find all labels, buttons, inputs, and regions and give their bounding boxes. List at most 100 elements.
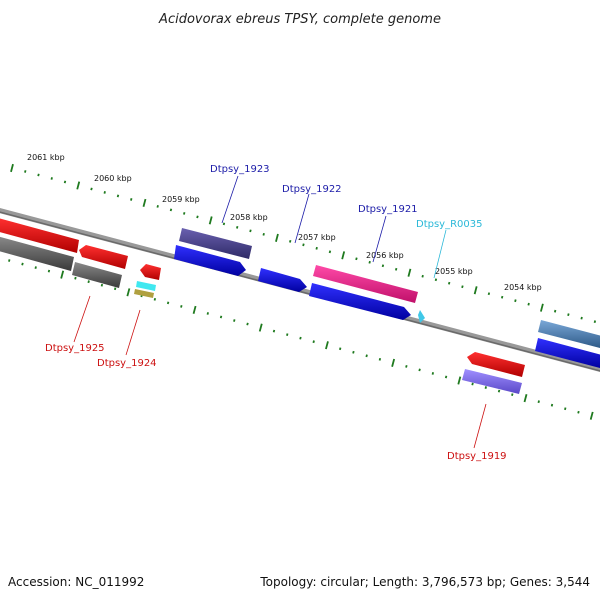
- minor-tick: [500, 295, 504, 299]
- gene-dtpsy-1922[interactable]: [258, 268, 307, 292]
- gene-label-dtpsy-1922[interactable]: Dtpsy_1922: [282, 184, 342, 195]
- topology-text: Topology: circular; Length: 3,796,573 bp…: [259, 575, 590, 589]
- major-tick: [208, 216, 213, 225]
- minor-tick: [418, 368, 421, 372]
- minor-tick: [272, 329, 276, 333]
- minor-tick: [328, 250, 332, 254]
- gene-dtpsy-1919-violet[interactable]: [462, 369, 522, 394]
- minor-tick: [222, 222, 226, 226]
- tick-label: 2057 kbp: [298, 233, 336, 242]
- minor-tick: [286, 333, 289, 337]
- minor-tick: [113, 287, 117, 291]
- gene-dtpsy-1923[interactable]: [179, 228, 252, 259]
- gene-label-dtpsy-1924[interactable]: Dtpsy_1924: [97, 358, 157, 369]
- minor-tick: [219, 315, 223, 319]
- tick-label: 2060 kbp: [94, 174, 132, 183]
- tick-label: 2058 kbp: [230, 213, 268, 222]
- gene-dtpsy-1919[interactable]: [467, 352, 525, 377]
- minor-tick: [339, 347, 342, 351]
- gene-steel-right[interactable]: [538, 320, 600, 348]
- minor-tick: [461, 285, 464, 289]
- gene-dtpsy-1921-cds[interactable]: [309, 283, 411, 320]
- minor-tick: [37, 173, 40, 177]
- minor-tick: [352, 350, 355, 354]
- tick-label: 2056 kbp: [366, 251, 404, 260]
- gene-dtpsy-1925[interactable]: [79, 245, 128, 269]
- minor-tick: [249, 229, 252, 233]
- gene-grey-left[interactable]: [0, 236, 74, 271]
- minor-tick: [378, 357, 382, 361]
- minor-tick: [567, 313, 570, 317]
- gene-label-dtpsy-r0035[interactable]: Dtpsy_R0035: [416, 219, 483, 230]
- gene-label-dtpsy-1921[interactable]: Dtpsy_1921: [358, 204, 418, 215]
- minor-tick: [90, 187, 93, 191]
- minor-tick: [471, 382, 474, 386]
- outer-tick-track: [10, 163, 597, 324]
- major-tick: [126, 288, 131, 297]
- minor-tick: [431, 372, 435, 375]
- minor-tick: [484, 386, 487, 389]
- gene-dtpsy-1925-pseudo[interactable]: [72, 262, 122, 288]
- major-tick: [407, 268, 412, 277]
- minor-tick: [550, 403, 554, 407]
- leader-line-dtpsy-1923: [221, 175, 239, 224]
- gene-dtpsy-r0035[interactable]: [418, 310, 425, 323]
- minor-tick: [233, 319, 236, 322]
- tick-label: 2055 kbp: [435, 267, 473, 276]
- gene-label-dtpsy-1923[interactable]: Dtpsy_1923: [210, 164, 270, 175]
- minor-tick: [100, 283, 104, 287]
- gene-red-left[interactable]: [0, 218, 79, 253]
- minor-tick: [116, 194, 120, 198]
- gene-blue-right[interactable]: [535, 338, 600, 368]
- gene-label-dtpsy-1925[interactable]: Dtpsy_1925: [45, 343, 105, 354]
- minor-tick: [395, 267, 398, 271]
- minor-tick: [21, 262, 24, 266]
- leader-line-dtpsy-1921: [372, 215, 387, 263]
- minor-tick: [299, 336, 302, 340]
- minor-tick: [487, 292, 491, 296]
- major-tick: [540, 303, 544, 312]
- minor-tick: [289, 239, 292, 243]
- minor-tick: [421, 274, 424, 278]
- tick-label: 2061 kbp: [27, 153, 65, 162]
- minor-tick: [580, 316, 583, 320]
- gene-dtpsy-1923-cds[interactable]: [174, 245, 246, 276]
- minor-tick: [537, 400, 540, 404]
- minor-tick: [405, 364, 408, 368]
- minor-tick: [34, 266, 37, 269]
- minor-tick: [236, 225, 239, 229]
- minor-tick: [196, 215, 199, 219]
- minor-tick: [74, 276, 77, 280]
- major-tick: [142, 198, 147, 208]
- minor-tick: [368, 260, 371, 264]
- minor-tick: [156, 205, 159, 208]
- inner-tick-track: [8, 259, 594, 420]
- leader-line-dtpsy-1925: [73, 295, 91, 343]
- minor-tick: [444, 375, 448, 379]
- minor-tick: [434, 278, 438, 282]
- major-tick: [391, 358, 396, 367]
- minor-tick: [130, 198, 133, 201]
- minor-tick: [246, 322, 249, 326]
- major-tick: [523, 394, 528, 403]
- minor-tick: [24, 170, 27, 173]
- minor-tick: [365, 354, 368, 358]
- minor-tick: [63, 180, 67, 184]
- major-tick: [589, 411, 594, 420]
- minor-tick: [153, 297, 157, 301]
- minor-tick: [497, 389, 501, 393]
- minor-tick: [564, 407, 567, 411]
- minor-tick: [447, 281, 451, 285]
- minor-tick: [169, 208, 173, 212]
- major-tick: [457, 376, 462, 385]
- gene-dtpsy-1921[interactable]: [313, 265, 418, 303]
- minor-tick: [577, 410, 580, 414]
- minor-tick: [302, 243, 305, 247]
- major-tick: [473, 286, 478, 295]
- minor-tick: [103, 191, 106, 194]
- gene-label-dtpsy-1919[interactable]: Dtpsy_1919: [447, 451, 507, 462]
- gene-dtpsy-1924[interactable]: [140, 264, 161, 280]
- gene-dtpsy-1924-rna[interactable]: [134, 281, 156, 298]
- minor-tick: [312, 340, 315, 344]
